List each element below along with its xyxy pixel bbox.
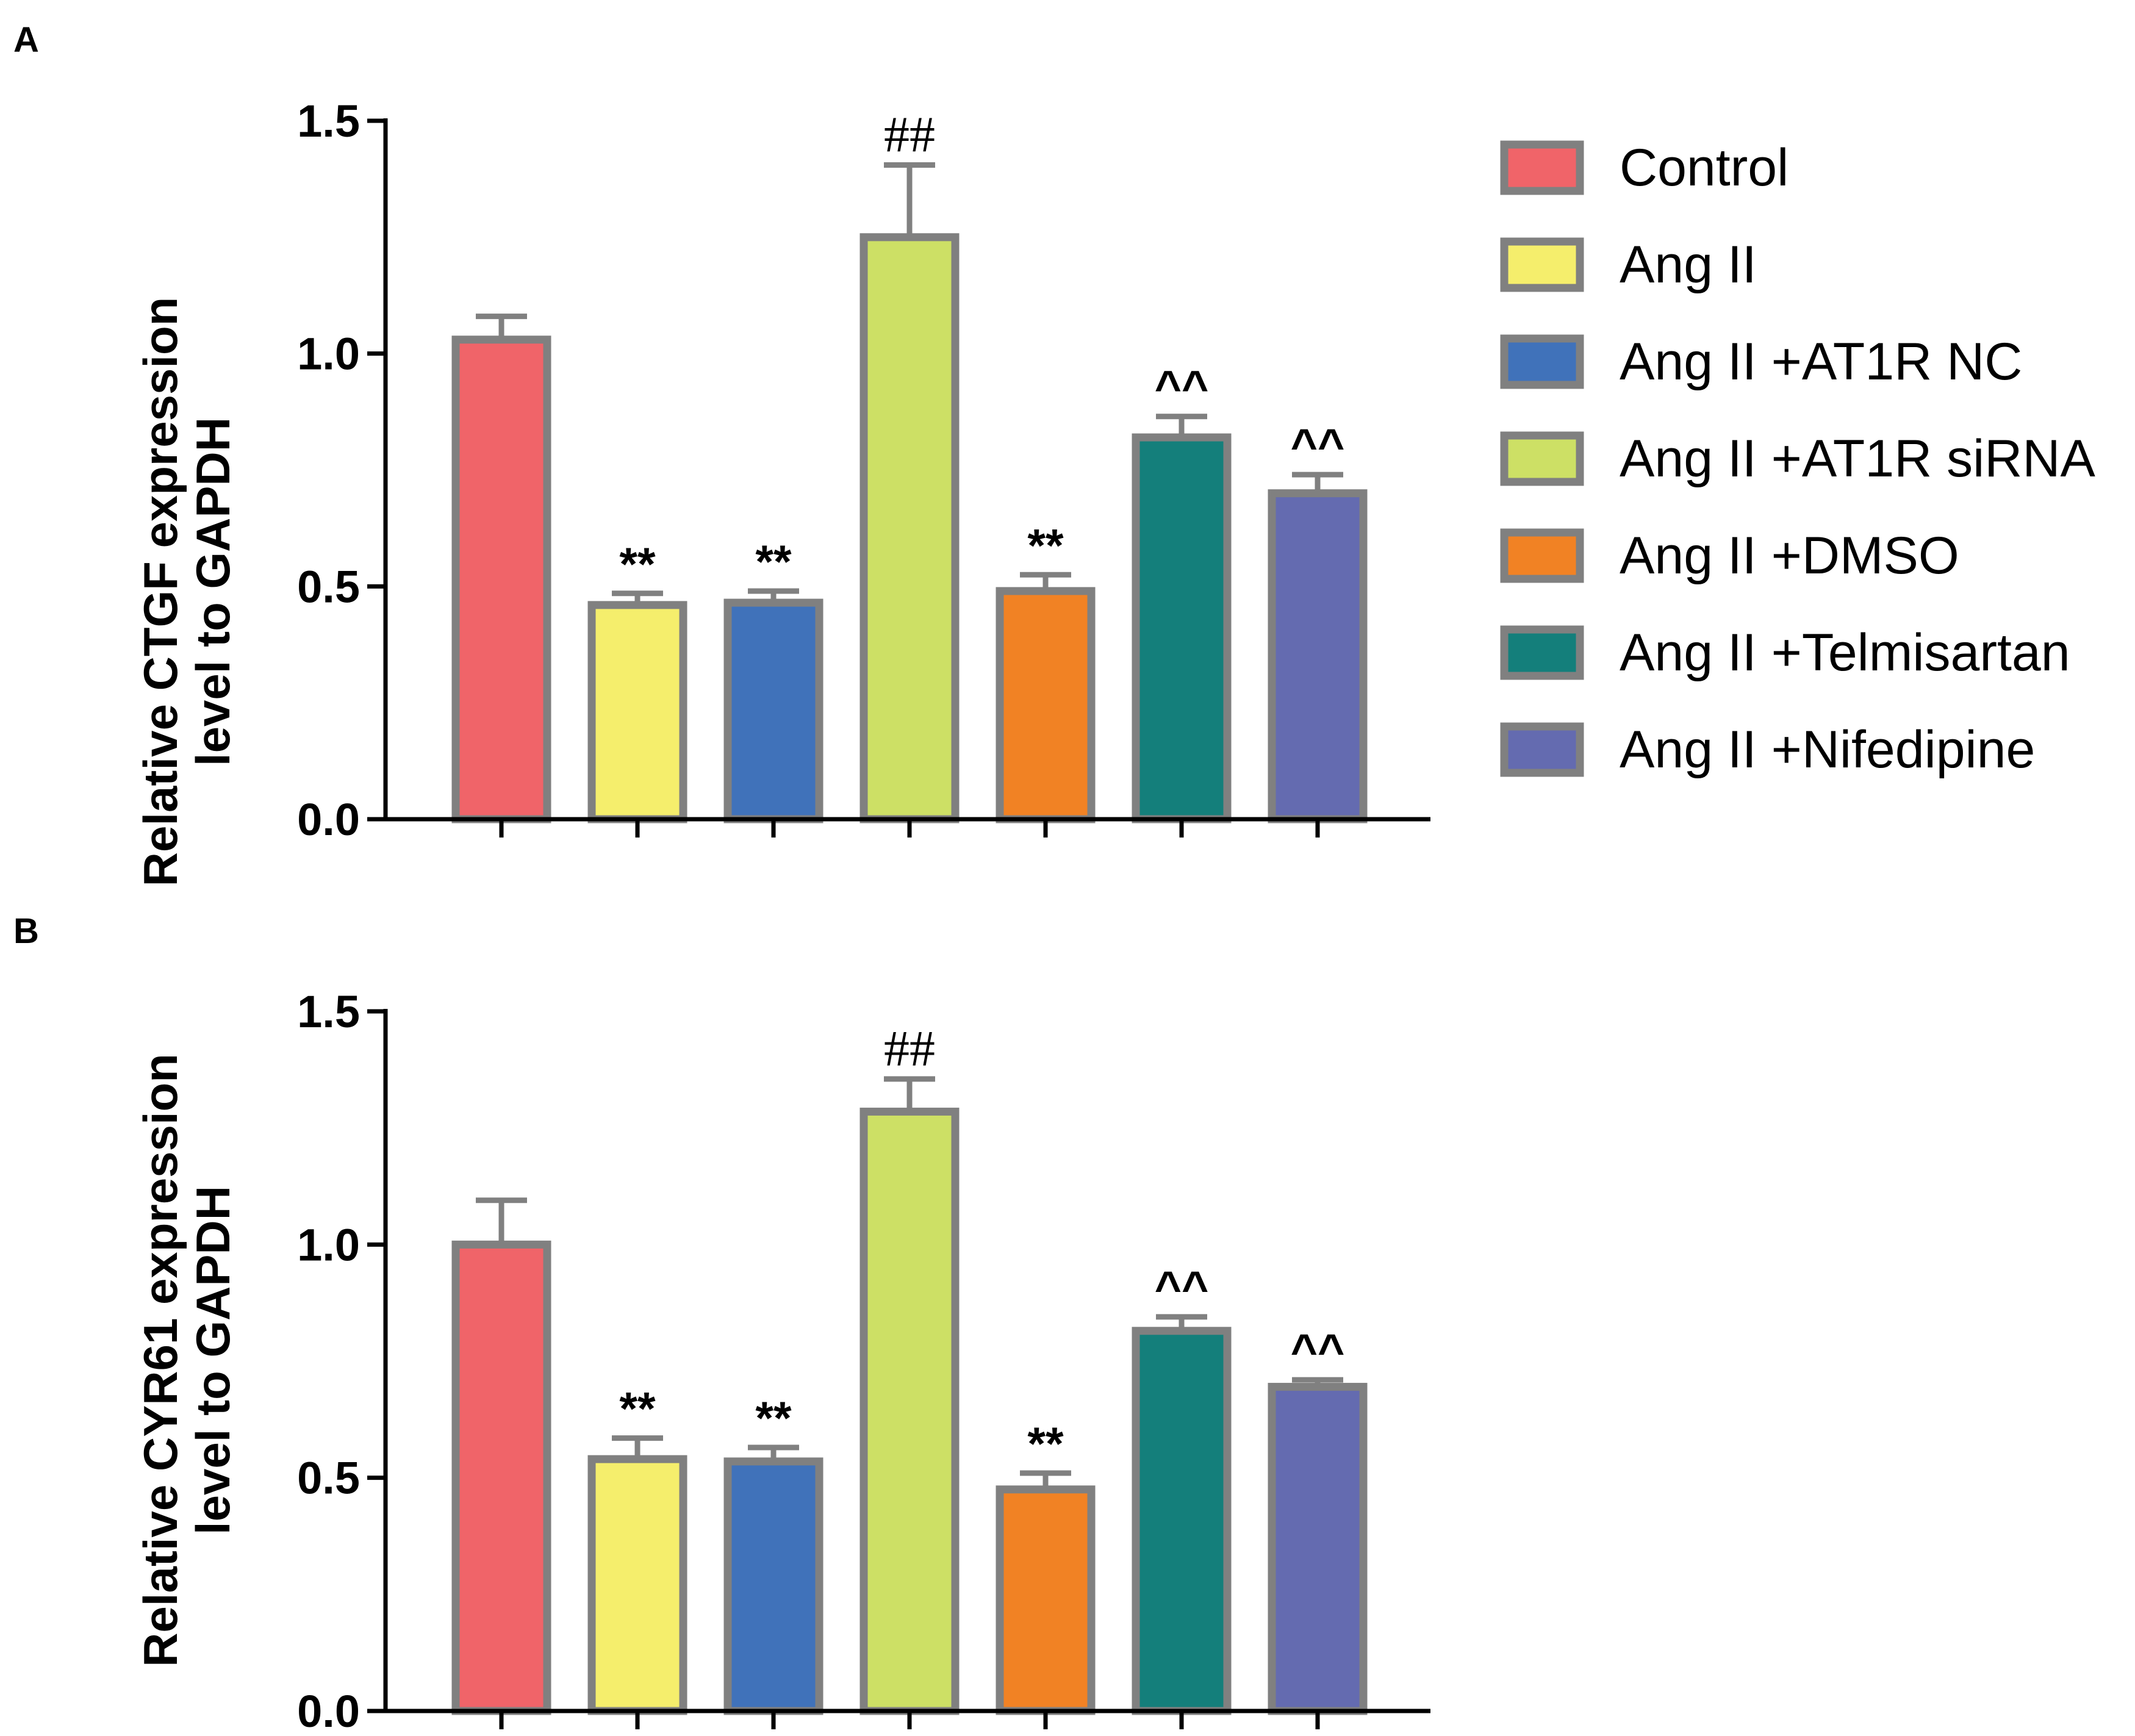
y-axis-label-line: level to GAPDH bbox=[186, 417, 240, 766]
legend-label: Control bbox=[1620, 138, 1789, 197]
legend-swatch bbox=[1500, 334, 1584, 389]
legend-swatch bbox=[1500, 431, 1584, 486]
y-tick-label: 0.0 bbox=[297, 794, 360, 845]
panel-label: A bbox=[13, 20, 39, 60]
y-axis-label-line: Relative CYR61 expression bbox=[134, 1053, 187, 1667]
bar-6 bbox=[1132, 1327, 1232, 1715]
legend-label: Ang II +AT1R NC bbox=[1620, 332, 2022, 391]
significance-label: ## bbox=[884, 107, 935, 163]
legend-label: Ang II +Telmisartan bbox=[1620, 623, 2070, 682]
legend-item: Ang II +Telmisartan bbox=[1500, 623, 2070, 682]
significance-label: ^^ bbox=[1155, 362, 1209, 414]
bar-5 bbox=[996, 1485, 1096, 1715]
bar-2 bbox=[587, 1455, 687, 1715]
significance-label: ** bbox=[619, 539, 656, 590]
bar-3 bbox=[723, 598, 824, 823]
panel-label: B bbox=[13, 911, 39, 951]
legend-swatch bbox=[1500, 528, 1584, 583]
legend: Control Ang II Ang II +AT1R NC Ang II +AT1R… bbox=[1500, 138, 2095, 779]
bar-4 bbox=[859, 233, 960, 823]
legend-item: Ang II +AT1R NC bbox=[1500, 332, 2022, 391]
y-tick-label: 1.5 bbox=[297, 986, 360, 1037]
bar-2 bbox=[587, 601, 687, 823]
legend-item: Control bbox=[1500, 138, 1789, 197]
legend-swatch bbox=[1500, 722, 1584, 777]
legend-label: Ang II bbox=[1620, 235, 1757, 294]
significance-label: ## bbox=[884, 1020, 935, 1077]
bar-7 bbox=[1268, 1383, 1368, 1715]
y-tick-label: 1.0 bbox=[297, 1219, 360, 1270]
y-tick-label: 0.0 bbox=[297, 1686, 360, 1736]
y-tick-label: 0.5 bbox=[297, 561, 360, 612]
y-tick-label: 1.0 bbox=[297, 329, 360, 379]
legend-swatch bbox=[1500, 237, 1584, 292]
bar-7 bbox=[1268, 489, 1368, 823]
y-axis-label-line: level to GAPDH bbox=[186, 1186, 240, 1535]
legend-swatch bbox=[1500, 140, 1584, 195]
y-axis-label-line: Relative CTGF expression bbox=[134, 297, 187, 887]
significance-label: ** bbox=[755, 1393, 792, 1444]
bar-1 bbox=[451, 1240, 551, 1715]
y-tick-label: 0.5 bbox=[297, 1453, 360, 1504]
legend-item: Ang II +Nifedipine bbox=[1500, 720, 2035, 779]
significance-label: ^^ bbox=[1155, 1262, 1209, 1314]
legend-item: Ang II +DMSO bbox=[1500, 526, 1959, 585]
significance-label: ^^ bbox=[1291, 420, 1345, 472]
legend-label: Ang II +Nifedipine bbox=[1620, 720, 2035, 779]
significance-label: ** bbox=[1027, 520, 1064, 572]
bar-1 bbox=[451, 335, 551, 823]
legend-label: Ang II +DMSO bbox=[1620, 526, 1959, 585]
significance-label: ^^ bbox=[1291, 1325, 1345, 1377]
bar-5 bbox=[996, 587, 1096, 823]
bar-6 bbox=[1132, 433, 1232, 823]
y-tick-label: 1.5 bbox=[297, 96, 360, 146]
significance-label: ** bbox=[1027, 1418, 1064, 1470]
significance-label: ** bbox=[755, 536, 792, 588]
legend-swatch bbox=[1500, 625, 1584, 680]
bar-3 bbox=[723, 1457, 824, 1715]
bar-4 bbox=[859, 1107, 960, 1715]
legend-label: Ang II +AT1R siRNA bbox=[1620, 429, 2095, 488]
legend-item: Ang II bbox=[1500, 235, 1757, 294]
significance-label: ** bbox=[619, 1383, 656, 1435]
legend-item: Ang II +AT1R siRNA bbox=[1500, 429, 2095, 488]
